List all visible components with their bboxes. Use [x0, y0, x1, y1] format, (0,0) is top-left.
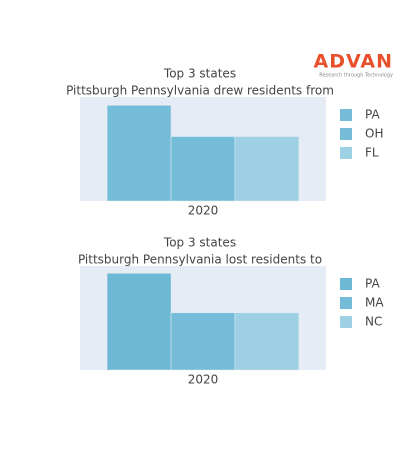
x-tick-label: 2020	[188, 373, 219, 387]
bar	[106, 273, 172, 371]
bar	[170, 312, 236, 371]
legend-swatch	[340, 128, 352, 140]
bar	[106, 105, 172, 202]
legend-label: MA	[365, 296, 384, 310]
legend-swatch	[340, 316, 352, 328]
legend-label: PA	[365, 108, 380, 122]
legend-label: OH	[365, 127, 383, 141]
chart-subtitle: Pittsburgh Pennsylvania lost residents t…	[78, 253, 322, 267]
bar	[170, 136, 236, 202]
chart-title: Top 3 states	[163, 236, 236, 250]
legend-label: PA	[365, 277, 380, 291]
x-tick-label: 2020	[188, 204, 219, 218]
legend-swatch	[340, 109, 352, 121]
legend-label: FL	[365, 146, 379, 160]
chart-title: Top 3 states	[163, 67, 236, 81]
logo: ADVAN	[314, 51, 394, 73]
legend-swatch	[340, 278, 352, 290]
chart-subtitle: Pittsburgh Pennsylvania drew residents f…	[66, 84, 334, 98]
legend-swatch	[340, 297, 352, 309]
legend-swatch	[340, 147, 352, 159]
bar	[234, 312, 300, 371]
legend-label: NC	[365, 315, 382, 329]
logo-tagline: Research through Technology	[319, 73, 393, 79]
bar	[234, 136, 300, 202]
